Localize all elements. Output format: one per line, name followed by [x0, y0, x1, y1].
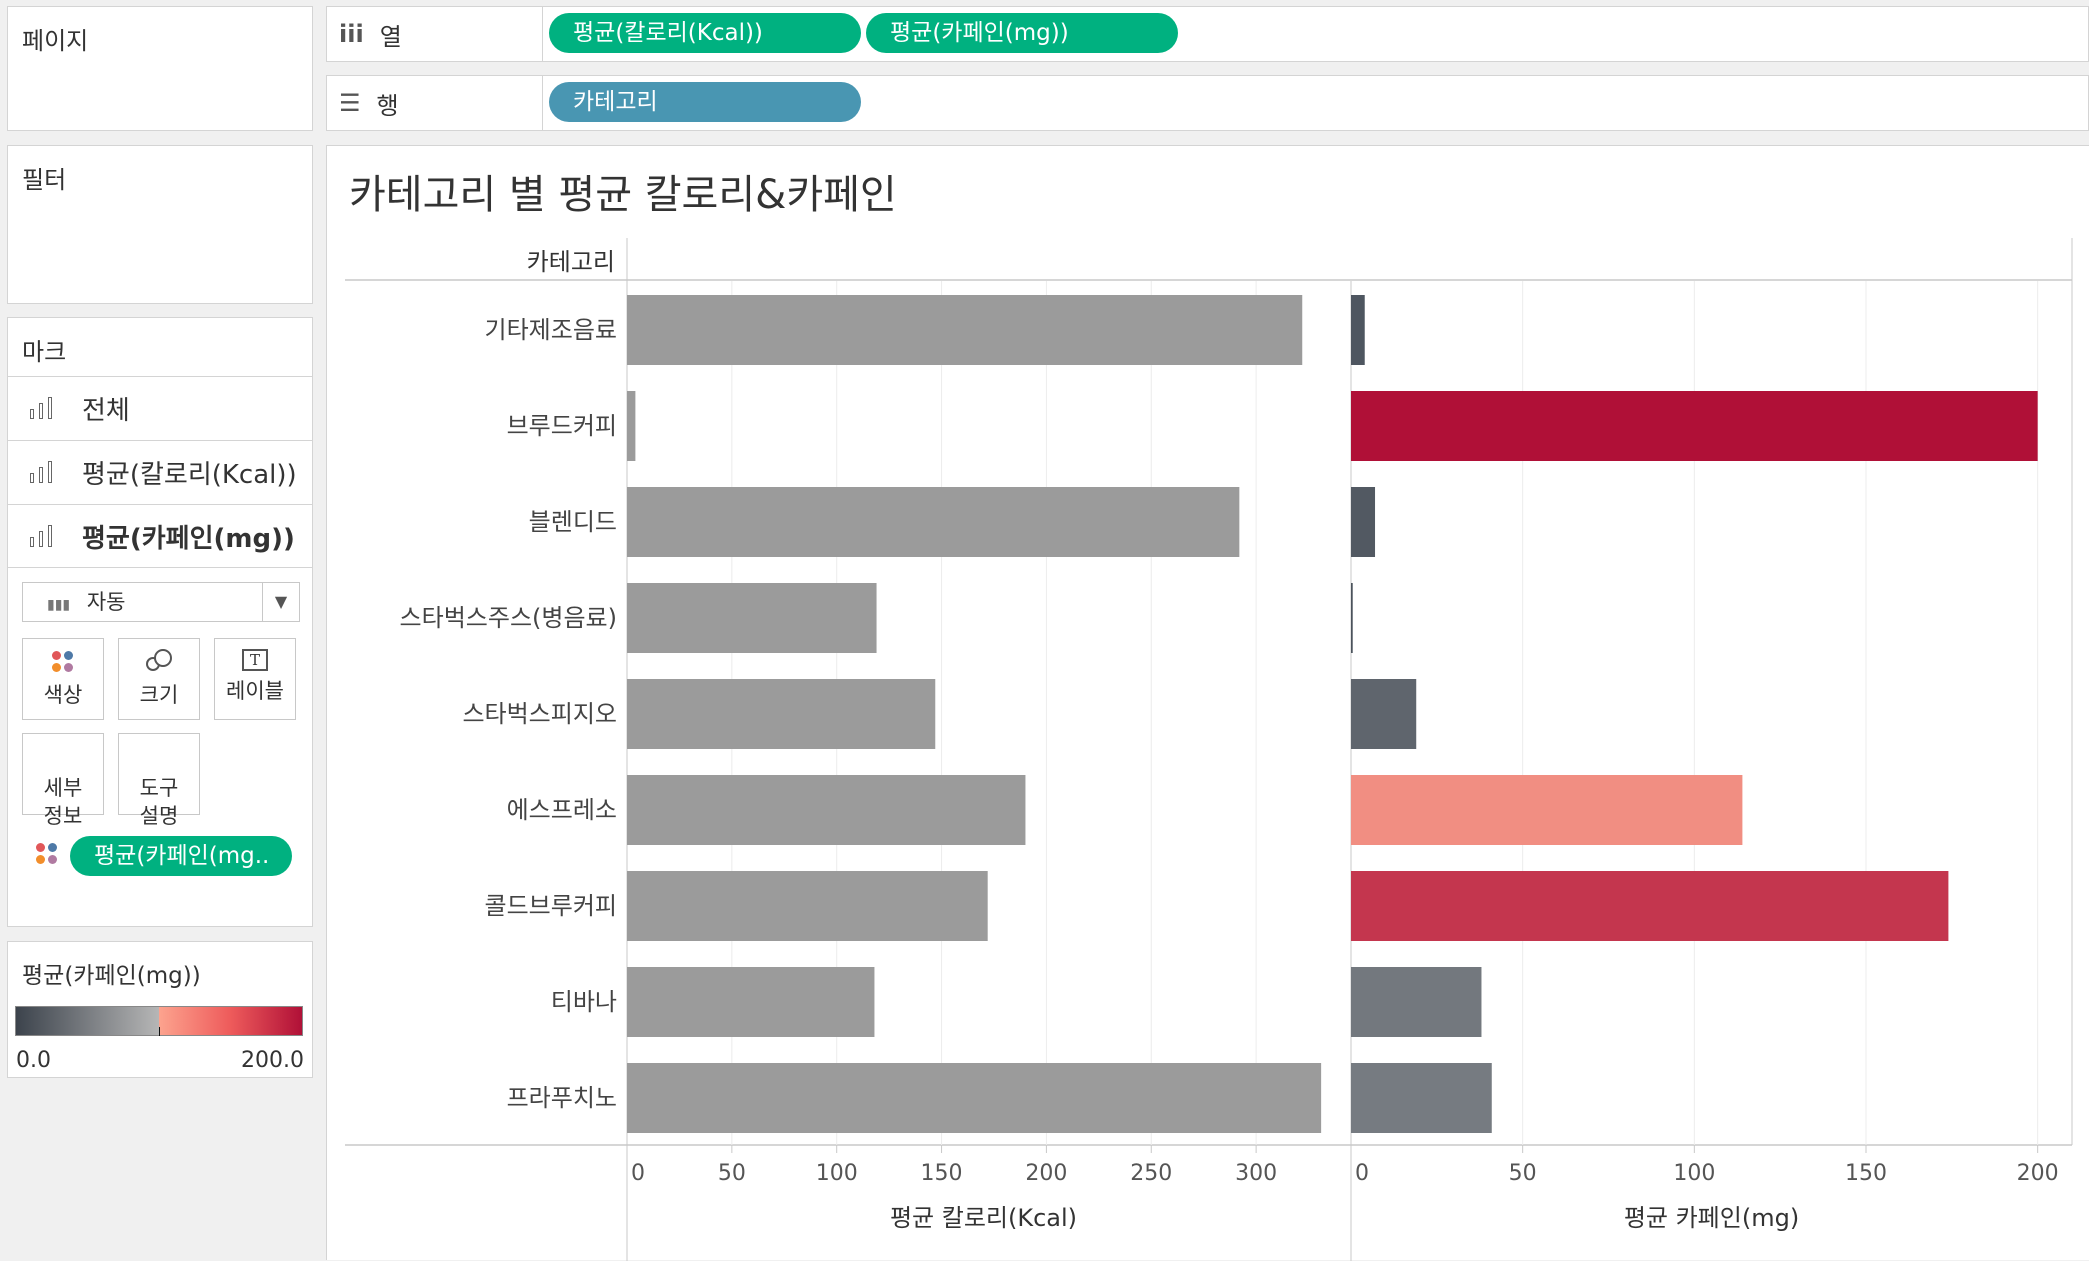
bar-calorie — [627, 1063, 1322, 1133]
x-tick-label: 200 — [1025, 1161, 1067, 1186]
marks-layer-caffeine[interactable]: 평균(카페인(mg)) — [8, 504, 312, 568]
rows-label-text: 행 — [376, 91, 399, 120]
marks-panel: 마크 전체 평균(칼로리(Kcal)) 평균(카페인(mg)) ▮▮▮ 자동 ▼… — [7, 317, 313, 927]
bar-calorie — [627, 679, 936, 749]
x-tick-label: 100 — [1673, 1161, 1715, 1186]
rows-icon: ☰ — [339, 89, 361, 117]
mark-type-value: 자동 — [86, 590, 126, 614]
mark-type-dropdown[interactable]: ▮▮▮ 자동 ▼ — [22, 582, 300, 622]
tooltip-button[interactable]: 도구 설명 — [118, 733, 200, 828]
marks-layer-label: 전체 — [82, 395, 130, 426]
size-button[interactable]: 크기 — [118, 638, 200, 720]
x-tick-label: 0 — [631, 1161, 645, 1186]
x-tick-label: 150 — [921, 1161, 963, 1186]
category-label: 스타벅스주스(병음료) — [400, 604, 617, 632]
bar-calorie — [627, 487, 1240, 557]
bar-calorie — [627, 967, 875, 1037]
x-tick-label: 150 — [1845, 1161, 1887, 1186]
marks-layer-label: 평균(카페인(mg)) — [82, 523, 295, 554]
bar-caffeine — [1351, 679, 1417, 749]
bar-calorie — [627, 295, 1303, 365]
bar-caffeine — [1351, 487, 1376, 557]
marks-layer-calorie[interactable]: 평균(칼로리(Kcal)) — [8, 440, 312, 503]
category-label: 브루드커피 — [507, 412, 617, 440]
category-label: 스타벅스피지오 — [462, 700, 617, 728]
bar-caffeine — [1351, 391, 2038, 461]
marks-layer-all[interactable]: 전체 — [8, 376, 312, 439]
column-pill-calorie[interactable]: 평균(칼로리(Kcal)) — [549, 13, 861, 53]
text-label-icon: T — [242, 649, 268, 671]
category-label: 블렌디드 — [529, 508, 617, 536]
bar-caffeine — [1351, 967, 1482, 1037]
x-axis-title: 평균 칼로리(Kcal) — [890, 1204, 1077, 1232]
columns-shelf[interactable]: iii 열 평균(칼로리(Kcal)) 평균(카페인(mg)) — [326, 6, 2089, 62]
legend-title: 평균(카페인(mg)) — [22, 963, 201, 989]
bar-chart-icon — [30, 397, 56, 419]
chart-title: 카테고리 별 평균 칼로리&카페인 — [349, 172, 897, 218]
chevron-down-icon: ▼ — [262, 583, 299, 621]
size-button-label: 크기 — [139, 683, 179, 707]
columns-label-text: 열 — [379, 22, 402, 51]
row-pill-category[interactable]: 카테고리 — [549, 82, 861, 122]
bar-caffeine — [1351, 295, 1365, 365]
rows-shelf-label: ☰ 행 — [327, 76, 543, 130]
filters-panel: 필터 — [7, 145, 313, 304]
bar-caffeine — [1351, 775, 1743, 845]
bar-caffeine — [1351, 871, 1949, 941]
bar-caffeine — [1351, 1063, 1492, 1133]
column-pill-caffeine[interactable]: 평균(카페인(mg)) — [866, 13, 1178, 53]
category-label: 기타제조음료 — [485, 316, 617, 344]
detail-button-label: 세부 정보 — [43, 776, 83, 828]
bar-calorie — [627, 391, 636, 461]
row-header-label: 카테고리 — [527, 248, 615, 276]
bar-caffeine — [1351, 583, 1353, 653]
marks-title: 마크 — [22, 338, 67, 366]
x-tick-label: 0 — [1355, 1161, 1369, 1186]
bar-chart-icon: ▮▮▮ — [47, 597, 71, 613]
x-tick-label: 50 — [718, 1161, 746, 1186]
label-button-label: 레이블 — [226, 679, 284, 703]
color-dots-icon — [34, 841, 60, 867]
label-button[interactable]: T 레이블 — [214, 638, 296, 720]
legend-max-label: 200.0 — [241, 1048, 304, 1073]
color-button[interactable]: 색상 — [22, 638, 104, 720]
size-icon — [146, 649, 172, 675]
bar-chart-icon — [30, 461, 56, 483]
tooltip-button-label: 도구 설명 — [139, 776, 179, 828]
x-tick-label: 200 — [2017, 1161, 2059, 1186]
category-label: 에스프레소 — [507, 796, 617, 824]
x-tick-label: 250 — [1130, 1161, 1172, 1186]
detail-button[interactable]: 세부 정보 — [22, 733, 104, 828]
color-button-label: 색상 — [43, 683, 83, 707]
bar-calorie — [627, 871, 988, 941]
legend-min-label: 0.0 — [16, 1048, 51, 1073]
rows-shelf[interactable]: ☰ 행 카테고리 — [326, 75, 2089, 131]
x-axis-title: 평균 카페인(mg) — [1624, 1204, 1799, 1232]
marks-layer-label: 평균(칼로리(Kcal)) — [82, 459, 297, 490]
category-label: 콜드브루커피 — [485, 892, 617, 920]
color-gradient-bar — [15, 1006, 303, 1036]
bar-chart-icon — [30, 525, 56, 547]
pages-title: 페이지 — [22, 27, 89, 55]
x-tick-label: 50 — [1509, 1161, 1537, 1186]
bar-calorie — [627, 775, 1026, 845]
color-legend-panel: 평균(카페인(mg)) 0.0 200.0 — [7, 941, 313, 1078]
color-dots-icon — [50, 649, 76, 675]
category-label: 프라푸치노 — [507, 1084, 617, 1112]
filters-title: 필터 — [22, 166, 67, 194]
pages-panel: 페이지 — [7, 6, 313, 131]
color-field-pill[interactable]: 평균(카페인(mg.. — [70, 836, 292, 876]
columns-shelf-label: iii 열 — [327, 7, 543, 61]
x-tick-label: 300 — [1235, 1161, 1277, 1186]
columns-icon: iii — [339, 20, 364, 48]
bar-calorie — [627, 583, 877, 653]
category-label: 티바나 — [551, 988, 617, 1016]
x-tick-label: 100 — [816, 1161, 858, 1186]
